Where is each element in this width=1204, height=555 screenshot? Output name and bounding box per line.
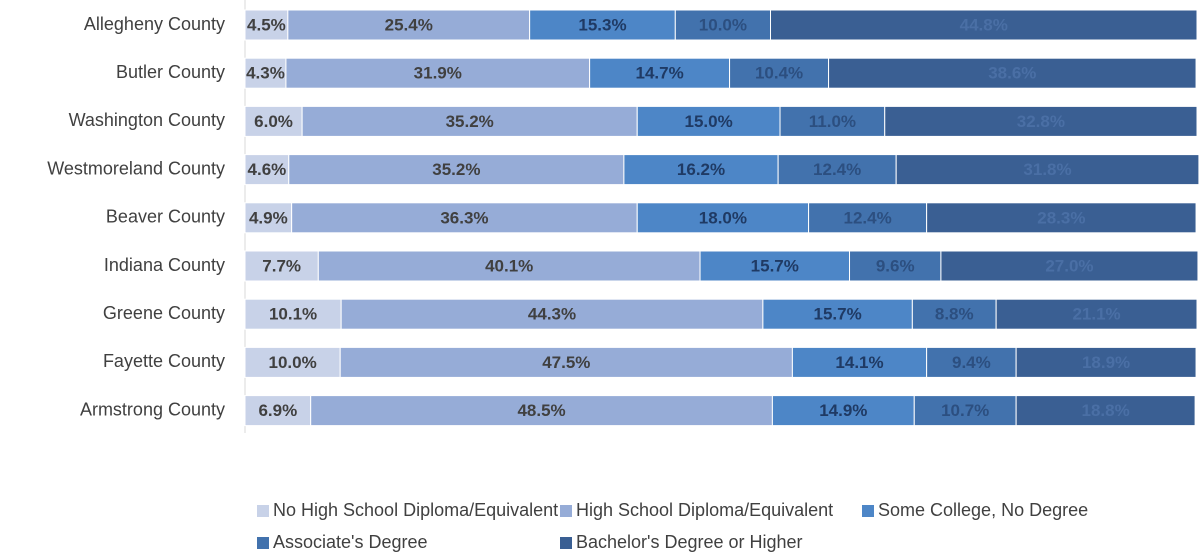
data-label: 16.2% <box>677 160 725 179</box>
data-label: 8.8% <box>935 305 974 324</box>
data-label: 35.2% <box>432 160 480 179</box>
legend-label: No High School Diploma/Equivalent <box>273 500 558 520</box>
bar-segment <box>244 346 341 378</box>
data-label: 10.7% <box>941 401 989 420</box>
bar-segment <box>884 105 1198 137</box>
bar-segment <box>288 154 625 186</box>
data-label: 27.0% <box>1045 256 1093 275</box>
data-label: 36.3% <box>440 208 488 227</box>
data-label: 44.8% <box>960 15 1008 34</box>
data-label: 44.3% <box>528 305 576 324</box>
data-label: 35.2% <box>446 112 494 131</box>
data-label: 31.8% <box>1023 160 1071 179</box>
data-label: 47.5% <box>542 353 590 372</box>
data-label: 4.3% <box>246 64 285 83</box>
data-label: 7.7% <box>262 256 301 275</box>
data-label: 15.0% <box>685 112 733 131</box>
bar-segment <box>244 105 303 137</box>
data-label: 6.0% <box>254 112 293 131</box>
bar-segment <box>995 298 1198 330</box>
data-label: 40.1% <box>485 256 533 275</box>
data-label: 15.7% <box>814 305 862 324</box>
data-label: 11.0% <box>809 112 856 131</box>
data-label: 4.5% <box>247 15 286 34</box>
bar-segment <box>339 346 793 378</box>
data-label: 10.0% <box>699 15 747 34</box>
data-label: 9.4% <box>952 353 991 372</box>
data-label: 15.3% <box>578 15 626 34</box>
data-label: 18.0% <box>699 208 747 227</box>
bar-segment <box>849 250 942 282</box>
data-label: 48.5% <box>517 401 565 420</box>
data-label: 21.1% <box>1072 305 1120 324</box>
legend-label: High School Diploma/Equivalent <box>576 500 833 520</box>
category-label: Beaver County <box>106 207 225 227</box>
bar-segment <box>895 154 1200 186</box>
bar-segment <box>940 250 1199 282</box>
bar-segment <box>777 154 897 186</box>
data-label: 28.3% <box>1037 208 1085 227</box>
data-label: 18.8% <box>1082 401 1130 420</box>
data-label: 38.6% <box>988 64 1036 83</box>
data-label: 4.9% <box>249 208 288 227</box>
data-label: 18.9% <box>1082 353 1130 372</box>
bar-segment <box>623 154 779 186</box>
bar-segment <box>317 250 701 282</box>
data-label: 10.0% <box>268 353 316 372</box>
legend-label: Bachelor's Degree or Higher <box>576 532 803 552</box>
bar-segment <box>636 202 810 234</box>
data-label: 9.6% <box>876 256 915 275</box>
category-label: Fayette County <box>103 351 225 371</box>
legend-swatch <box>257 537 269 549</box>
data-label: 32.8% <box>1017 112 1065 131</box>
category-label: Washington County <box>69 110 225 130</box>
category-label: Greene County <box>103 303 225 323</box>
bar-segment <box>762 298 913 330</box>
category-label: Armstrong County <box>80 399 225 419</box>
bar-segment <box>808 202 928 234</box>
data-label: 14.9% <box>819 401 867 420</box>
data-label: 6.9% <box>258 401 297 420</box>
bar-segment <box>287 9 531 41</box>
legend-label: Associate's Degree <box>273 532 428 552</box>
bar-segment <box>244 154 290 186</box>
bar-segment <box>1015 346 1197 378</box>
data-label: 12.4% <box>844 208 892 227</box>
category-label: Indiana County <box>104 255 225 275</box>
data-label: 10.1% <box>269 305 317 324</box>
data-label: 14.1% <box>835 353 883 372</box>
data-label: 4.6% <box>248 160 287 179</box>
bar-segment <box>244 250 319 282</box>
data-label: 15.7% <box>751 256 799 275</box>
category-label: Westmoreland County <box>47 158 225 178</box>
data-label: 10.4% <box>755 64 803 83</box>
bar-segment <box>340 298 764 330</box>
data-label: 25.4% <box>385 15 433 34</box>
bar-segment <box>529 9 676 41</box>
bar-segment <box>791 346 928 378</box>
data-label: 12.4% <box>813 160 861 179</box>
data-label: 31.9% <box>414 64 462 83</box>
legend-swatch <box>560 505 572 517</box>
category-label: Butler County <box>116 62 225 82</box>
category-label: Allegheny County <box>84 14 225 34</box>
bar-segment <box>244 298 342 330</box>
bar-segment <box>1015 395 1196 427</box>
legend-swatch <box>560 537 572 549</box>
bar-segment <box>699 250 851 282</box>
bar-segment <box>779 105 886 137</box>
bar-segment <box>911 298 997 330</box>
legend-swatch <box>257 505 269 517</box>
bar-segment <box>828 57 1197 89</box>
bar-segment <box>770 9 1198 41</box>
legend-label: Some College, No Degree <box>878 500 1088 520</box>
bar-segment <box>244 202 293 234</box>
legend-swatch <box>862 505 874 517</box>
data-label: 14.7% <box>635 64 683 83</box>
bar-segment <box>729 57 830 89</box>
bar-segment <box>926 202 1197 234</box>
bar-segment <box>636 105 781 137</box>
